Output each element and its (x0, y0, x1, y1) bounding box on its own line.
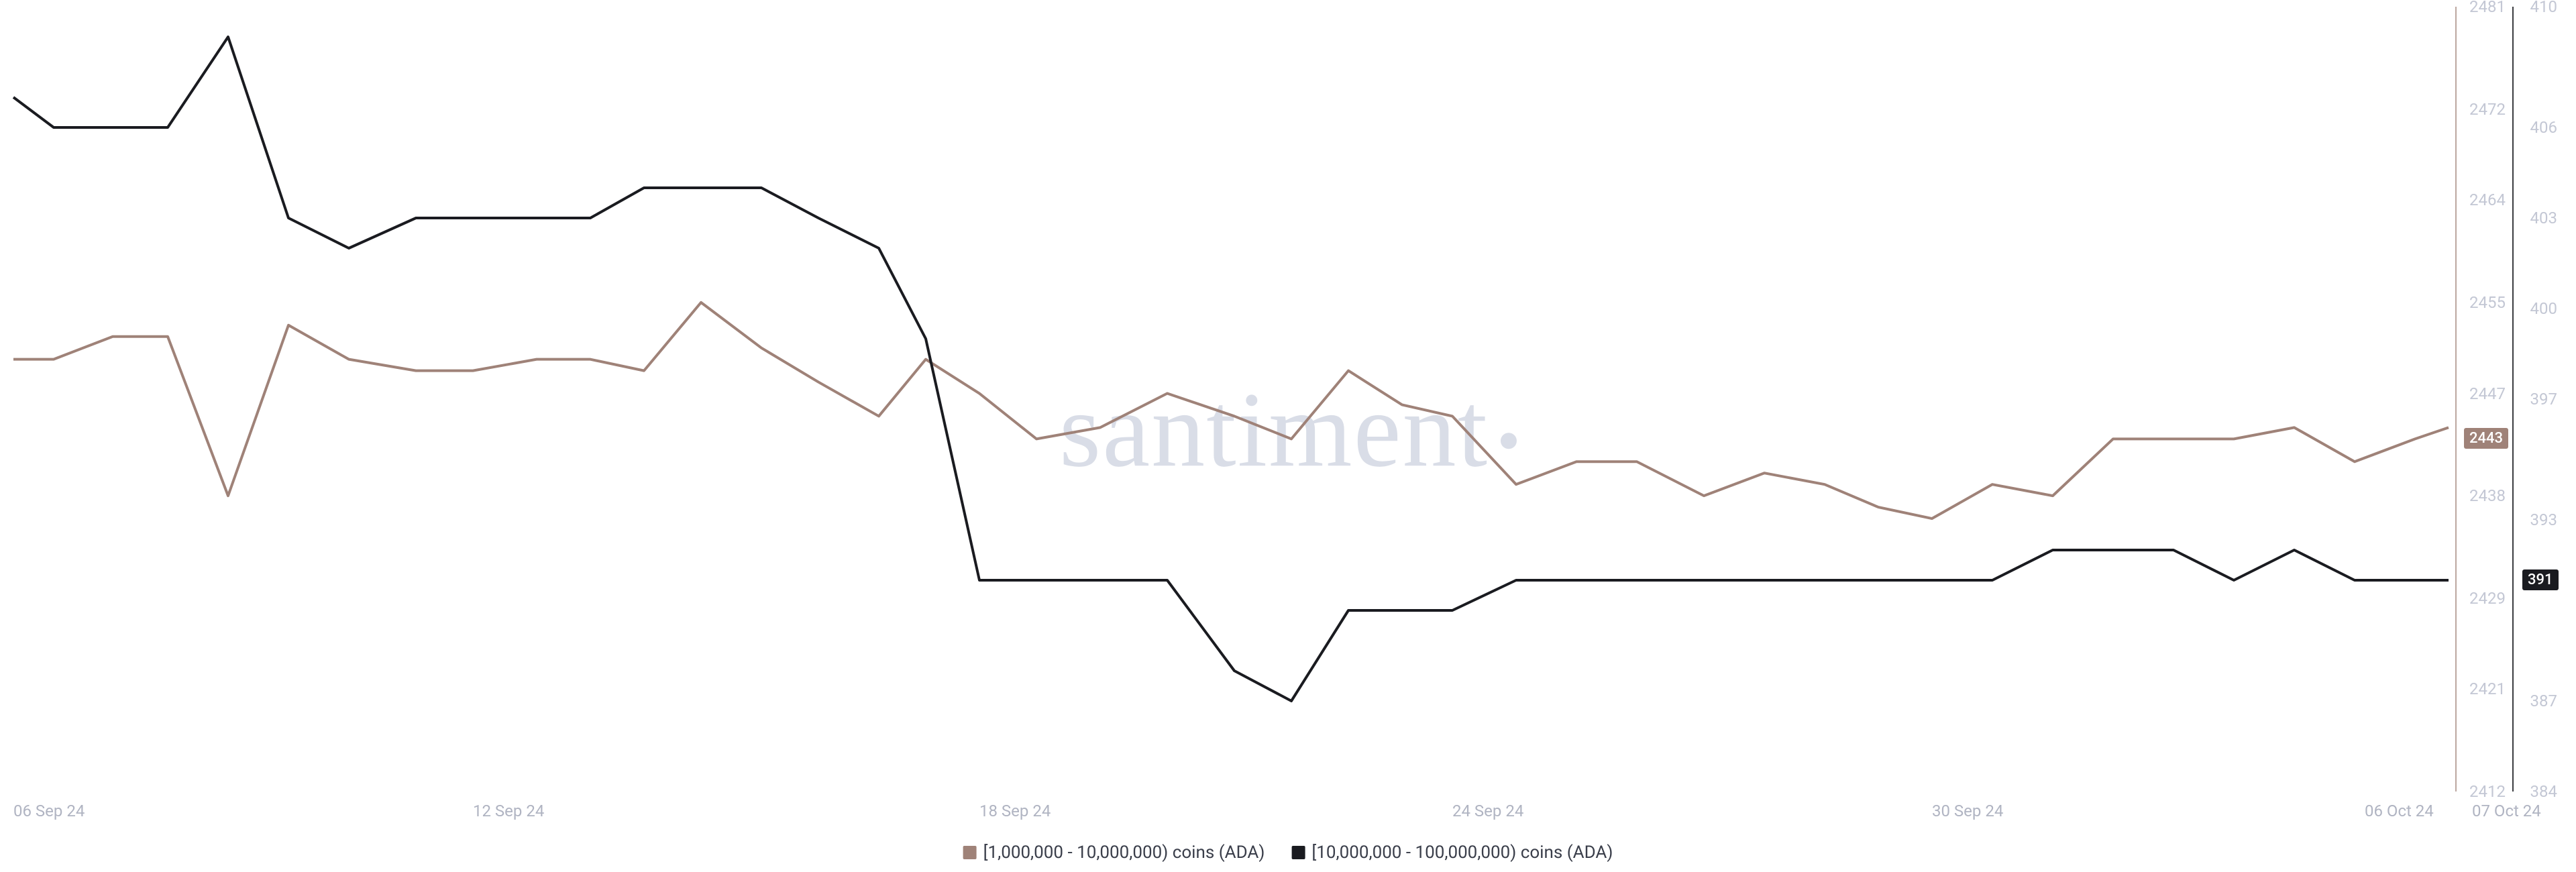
legend-label-1: [1,000,000 - 10,000,000) coins (ADA) (983, 842, 1265, 863)
y2-tick-label: 384 (2524, 782, 2557, 801)
legend-swatch-2-icon (1291, 846, 1305, 859)
y1-tick-label: 2464 (2465, 190, 2506, 209)
x-tick-label: 30 Sep 24 (1932, 802, 2003, 820)
y1-tick-label: 2481 (2465, 0, 2506, 16)
watermark-dot-icon (1501, 433, 1517, 449)
y1-tick-label: 2472 (2465, 100, 2506, 119)
y2-tick-label: 397 (2524, 390, 2557, 408)
legend: [1,000,000 - 10,000,000) coins (ADA) [10… (963, 842, 1613, 863)
y1-tick-label: 2438 (2465, 486, 2506, 505)
y2-tick-label: 406 (2524, 118, 2557, 137)
y1-tick-label: 2429 (2465, 589, 2506, 608)
y2-tick-label: 393 (2524, 510, 2557, 529)
y2-tick-label: 400 (2524, 299, 2557, 318)
y1-tick-label: 2412 (2465, 782, 2506, 801)
y2-badge-text: 391 (2528, 571, 2553, 588)
chart-container: santiment 06 Sep 24 12 Sep 24 18 Sep 24 24 … (0, 0, 2576, 872)
legend-swatch-1-icon (963, 846, 977, 859)
y1-tick-label: 2455 (2465, 293, 2506, 312)
legend-item-1[interactable]: [1,000,000 - 10,000,000) coins (ADA) (963, 842, 1265, 863)
x-tick-label: 24 Sep 24 (1452, 802, 1523, 820)
legend-item-2[interactable]: [10,000,000 - 100,000,000) coins (ADA) (1291, 842, 1613, 863)
series-10m_100m (13, 37, 2449, 701)
x-tick-label: 06 Oct 24 (2365, 802, 2434, 820)
x-tick-label: 07 Oct 24 (2472, 802, 2541, 820)
watermark: santiment (1059, 368, 1517, 492)
chart-svg (0, 0, 2576, 872)
y1-value-badge: 2443 (2464, 428, 2508, 449)
x-tick-label: 18 Sep 24 (979, 802, 1051, 820)
y1-axis-line (2455, 7, 2457, 792)
y1-tick-label: 2421 (2465, 679, 2506, 698)
y2-axis-line (2512, 7, 2514, 792)
watermark-text: santiment (1059, 370, 1489, 489)
x-tick-label: 06 Sep 24 (13, 802, 85, 820)
legend-label-2: [10,000,000 - 100,000,000) coins (ADA) (1311, 842, 1613, 863)
y2-value-badge: 391 (2522, 569, 2559, 590)
y2-tick-label: 410 (2524, 0, 2557, 16)
series-1m_10m (13, 303, 2449, 519)
y2-tick-label: 403 (2524, 209, 2557, 227)
y1-tick-label: 2447 (2465, 384, 2506, 403)
y2-tick-label: 387 (2524, 692, 2557, 710)
x-tick-label: 12 Sep 24 (473, 802, 544, 820)
y1-badge-text: 2443 (2469, 430, 2503, 447)
